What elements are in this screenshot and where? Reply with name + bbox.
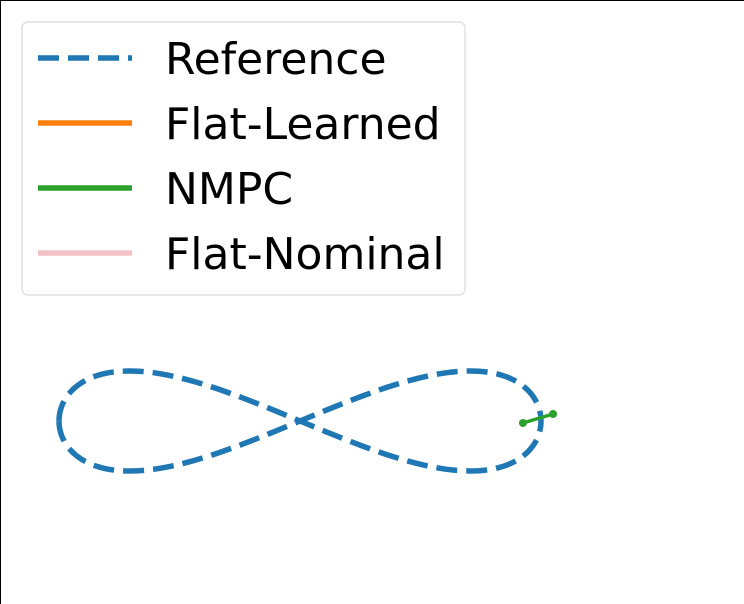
series-nmpc-line [522,412,554,425]
legend-label-reference: Reference [165,34,387,85]
legend-label-flat-nominal: Flat-Nominal [165,229,445,280]
series-nmpc-point [518,419,527,427]
series-reference-line [56,368,544,474]
legend: Reference Flat-Learned NMPC Flat-Nominal [21,21,466,296]
plot-area [56,368,558,474]
series-nmpc-point [549,410,558,418]
legend-label-nmpc: NMPC [165,164,293,215]
legend-frame [21,21,466,296]
legend-entries: Reference Flat-Learned NMPC Flat-Nominal [38,34,445,280]
legend-label-flat-learned: Flat-Learned [165,99,441,150]
